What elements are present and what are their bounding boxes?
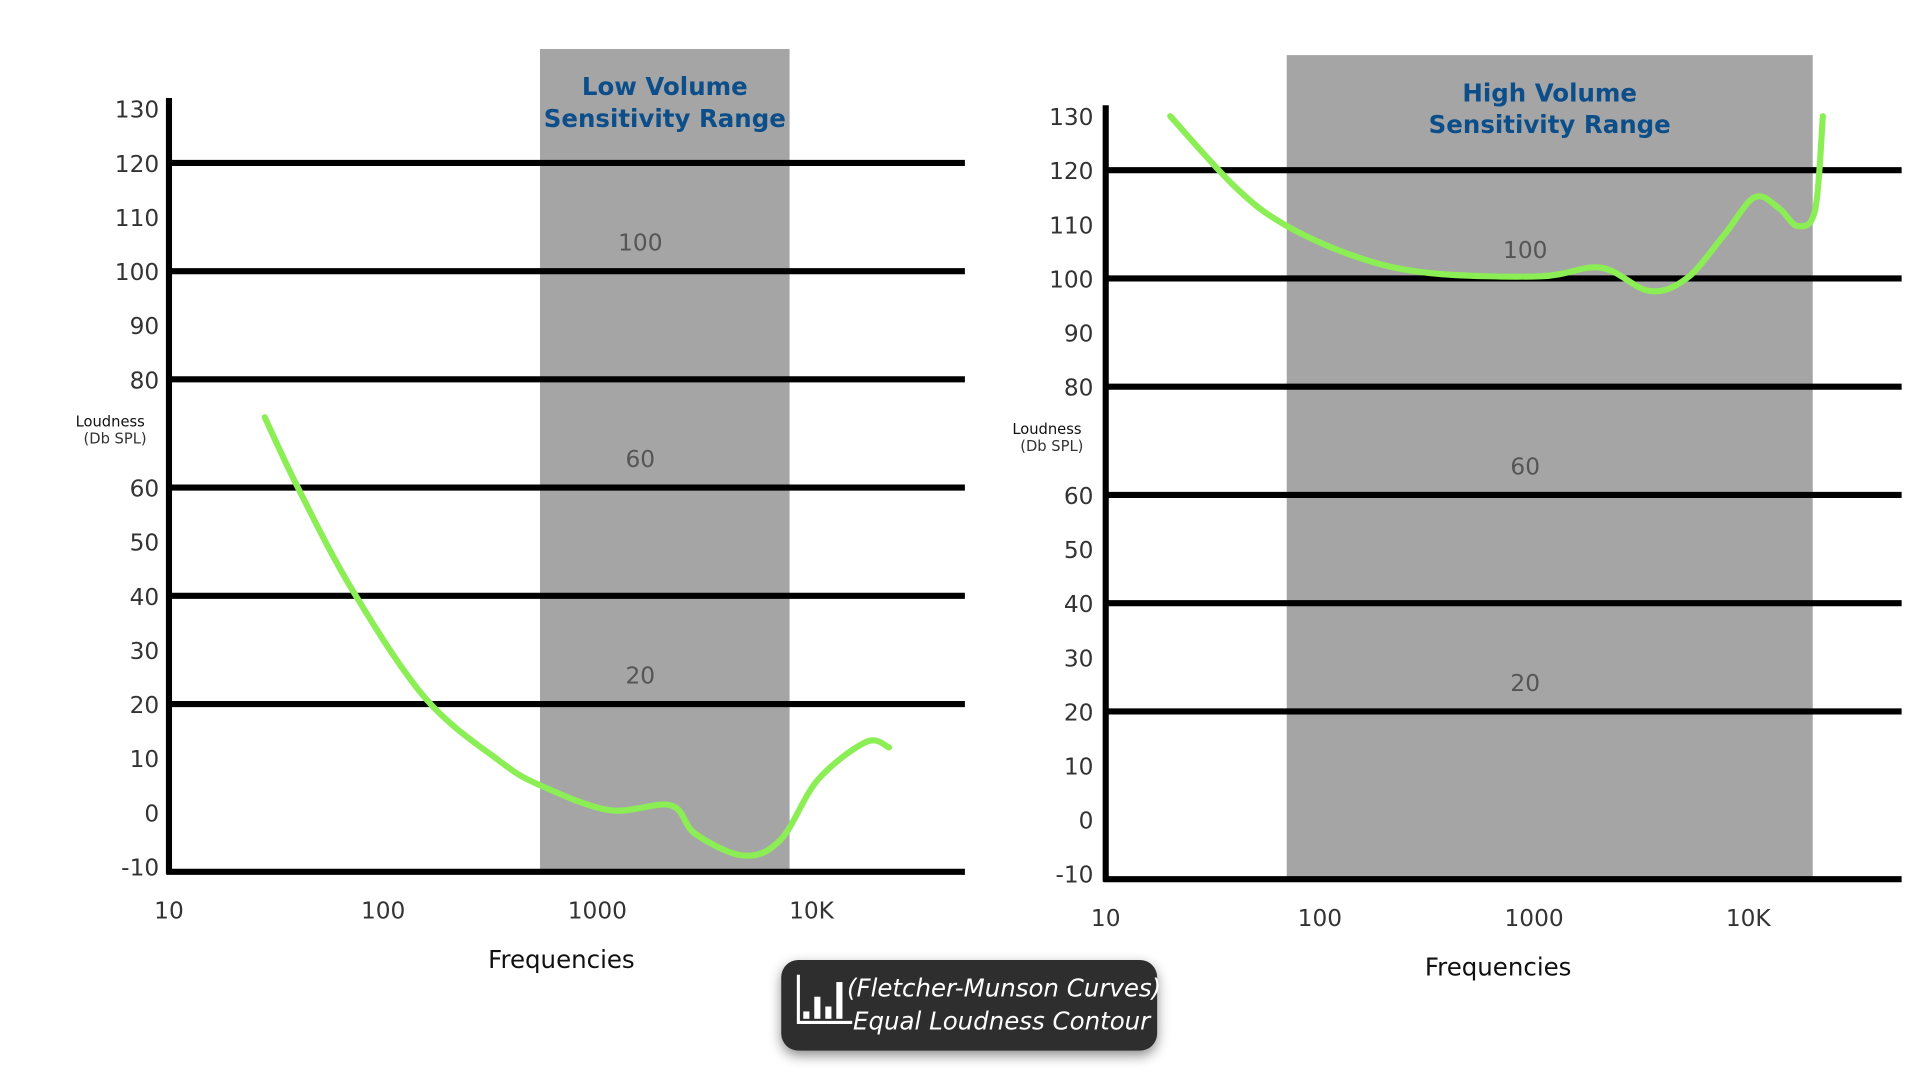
y-axis-unit: (Db SPL): [1020, 438, 1083, 455]
caption-line: Equal Loudness Contour: [853, 1006, 1152, 1035]
x-tick-label: 1000: [1504, 905, 1563, 932]
y-tick-label: 120: [115, 151, 159, 178]
y-tick-label: -10: [121, 854, 159, 881]
y-tick-label: 110: [115, 205, 159, 232]
x-tick-label: 100: [361, 898, 405, 925]
y-tick-label: 30: [130, 638, 160, 665]
y-tick-label: 50: [1064, 537, 1094, 564]
band-annotation: 20: [1510, 670, 1540, 697]
band-title: Sensitivity Range: [544, 104, 786, 133]
y-tick-label: 90: [130, 313, 160, 340]
caption-badge: (Fletcher-Munson Curves) Equal Loudness …: [781, 960, 1161, 1051]
y-tick-label: 30: [1064, 645, 1094, 672]
x-tick-label: 10: [1091, 905, 1121, 932]
band-title: Sensitivity Range: [1429, 110, 1671, 139]
band-annotation: 100: [618, 230, 662, 257]
y-tick-label: 90: [1064, 321, 1094, 348]
y-tick-label: 0: [144, 800, 159, 827]
y-tick-label: 10: [130, 746, 160, 773]
y-axis-label: Loudness: [1012, 421, 1081, 438]
y-tick-label: 110: [1049, 212, 1093, 239]
y-axis-unit: (Db SPL): [84, 431, 147, 448]
y-tick-label: 40: [1064, 591, 1094, 618]
y-tick-label: 100: [1049, 266, 1093, 293]
y-tick-label: 20: [1064, 699, 1094, 726]
y-axis-label: Loudness: [76, 413, 145, 430]
x-tick-label: 100: [1298, 905, 1342, 932]
band-annotation: 60: [1510, 454, 1540, 481]
band-annotation: 20: [626, 663, 656, 690]
band-annotation: 60: [626, 446, 656, 473]
y-tick-label: 50: [130, 530, 160, 557]
sensitivity-band: [540, 48, 790, 872]
y-tick-label: 80: [1064, 375, 1094, 402]
y-tick-label: 60: [1064, 483, 1094, 510]
y-tick-label: 20: [130, 692, 160, 719]
x-tick-label: 1000: [568, 898, 627, 925]
band-annotation: 100: [1503, 237, 1547, 264]
sensitivity-band: [1286, 55, 1813, 880]
chart-icon: [796, 974, 853, 1024]
band-title: High Volume: [1462, 78, 1637, 107]
y-tick-label: 40: [130, 584, 160, 611]
y-tick-label: 120: [1049, 158, 1093, 185]
badge-bg: [781, 960, 1158, 1051]
y-tick-label: 10: [1064, 753, 1094, 780]
loudness-curve: [1167, 113, 1826, 295]
caption-line: (Fletcher-Munson Curves): [847, 973, 1161, 1002]
y-tick-label: 100: [115, 259, 159, 286]
y-tick-label: 0: [1079, 808, 1094, 835]
band-title: Low Volume: [582, 72, 748, 101]
x-tick-label: 10: [154, 898, 184, 925]
x-axis-label: Frequencies: [488, 945, 635, 974]
y-tick-label: 60: [130, 476, 160, 503]
y-tick-label: 80: [130, 367, 160, 394]
y-tick-label: -10: [1055, 862, 1093, 889]
x-tick-label: 10K: [1726, 905, 1772, 932]
x-axis-label: Frequencies: [1425, 953, 1572, 982]
x-tick-label: 10K: [789, 898, 835, 925]
y-tick-label: 130: [1049, 104, 1093, 131]
y-tick-label: 130: [115, 97, 159, 124]
loudness-curve: [261, 414, 893, 859]
